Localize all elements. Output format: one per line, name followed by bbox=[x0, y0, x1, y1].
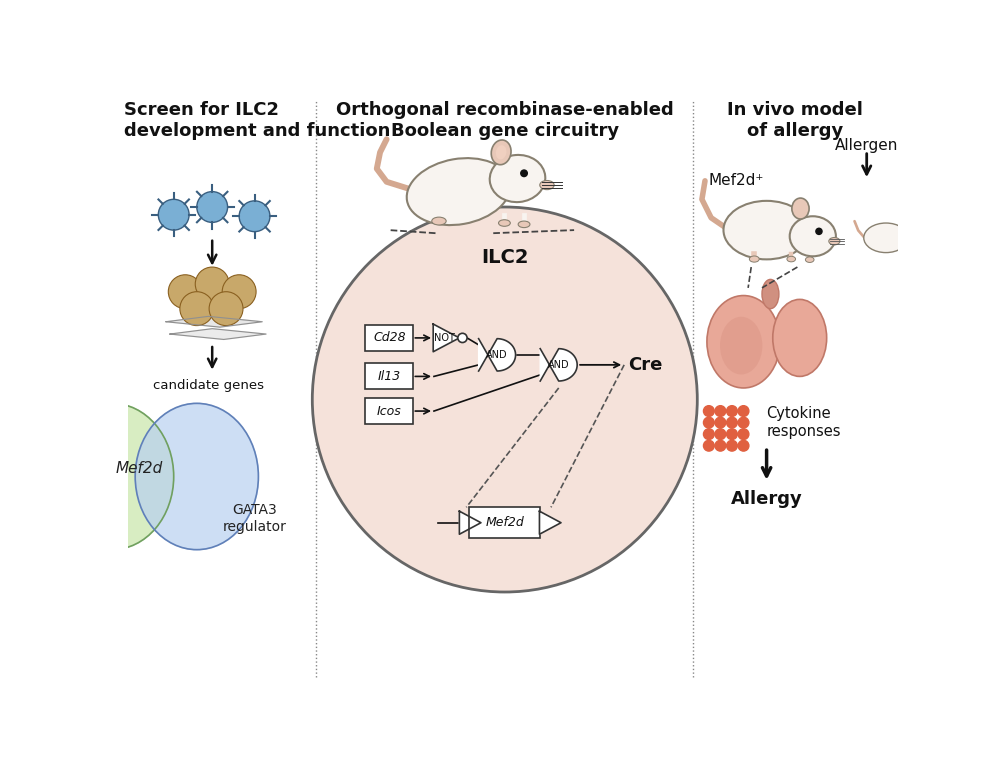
Circle shape bbox=[715, 406, 726, 417]
FancyBboxPatch shape bbox=[469, 508, 540, 538]
Text: Cd28: Cd28 bbox=[373, 331, 406, 345]
Text: candidate genes: candidate genes bbox=[153, 379, 264, 392]
Text: Allergen: Allergen bbox=[835, 138, 898, 153]
Text: NOT: NOT bbox=[434, 333, 455, 343]
Ellipse shape bbox=[792, 198, 809, 219]
Circle shape bbox=[738, 429, 749, 440]
Ellipse shape bbox=[720, 317, 762, 375]
Text: Icos: Icos bbox=[377, 404, 402, 418]
Ellipse shape bbox=[490, 155, 545, 202]
Circle shape bbox=[816, 228, 822, 235]
Ellipse shape bbox=[790, 216, 836, 256]
Circle shape bbox=[458, 333, 467, 342]
Text: Il13: Il13 bbox=[378, 370, 401, 383]
Text: Allergy: Allergy bbox=[731, 491, 802, 508]
FancyBboxPatch shape bbox=[365, 325, 413, 351]
Text: In vivo model: In vivo model bbox=[727, 101, 863, 118]
Text: Mef2d⁺: Mef2d⁺ bbox=[709, 172, 764, 188]
Ellipse shape bbox=[723, 201, 810, 259]
Circle shape bbox=[715, 418, 726, 428]
Circle shape bbox=[738, 441, 749, 451]
Ellipse shape bbox=[496, 145, 506, 159]
Circle shape bbox=[312, 207, 697, 592]
Ellipse shape bbox=[899, 228, 923, 248]
Text: Mef2d: Mef2d bbox=[485, 516, 524, 529]
Circle shape bbox=[703, 429, 714, 440]
Text: ILC2: ILC2 bbox=[481, 248, 529, 267]
Polygon shape bbox=[539, 511, 561, 534]
Circle shape bbox=[703, 418, 714, 428]
Circle shape bbox=[209, 291, 243, 325]
Ellipse shape bbox=[762, 279, 779, 308]
FancyBboxPatch shape bbox=[365, 363, 413, 390]
Ellipse shape bbox=[773, 299, 827, 376]
Ellipse shape bbox=[135, 404, 258, 550]
Polygon shape bbox=[479, 338, 516, 371]
Circle shape bbox=[738, 406, 749, 417]
Circle shape bbox=[715, 429, 726, 440]
Polygon shape bbox=[433, 324, 459, 351]
Circle shape bbox=[703, 441, 714, 451]
Circle shape bbox=[727, 441, 737, 451]
Text: Screen for ILC2: Screen for ILC2 bbox=[124, 101, 279, 118]
Ellipse shape bbox=[864, 223, 908, 252]
Circle shape bbox=[738, 418, 749, 428]
Ellipse shape bbox=[787, 256, 796, 261]
Ellipse shape bbox=[407, 158, 510, 225]
Text: development and function: development and function bbox=[124, 122, 390, 140]
Text: AND: AND bbox=[486, 350, 508, 360]
Ellipse shape bbox=[432, 217, 446, 225]
Text: Cre: Cre bbox=[628, 356, 662, 374]
Circle shape bbox=[913, 234, 916, 237]
Ellipse shape bbox=[707, 295, 780, 388]
Circle shape bbox=[239, 201, 270, 231]
Polygon shape bbox=[166, 316, 262, 327]
Text: AND: AND bbox=[548, 360, 570, 370]
Polygon shape bbox=[540, 348, 577, 381]
Ellipse shape bbox=[829, 238, 840, 245]
Circle shape bbox=[195, 267, 229, 301]
Circle shape bbox=[715, 441, 726, 451]
Ellipse shape bbox=[749, 256, 759, 262]
Text: Cytokine
responses: Cytokine responses bbox=[767, 406, 841, 439]
Text: GATA3
regulator: GATA3 regulator bbox=[223, 504, 286, 534]
Circle shape bbox=[703, 406, 714, 417]
Text: Mef2d: Mef2d bbox=[115, 461, 163, 476]
Circle shape bbox=[180, 291, 214, 325]
Circle shape bbox=[727, 418, 737, 428]
Ellipse shape bbox=[518, 221, 530, 228]
Circle shape bbox=[727, 429, 737, 440]
Ellipse shape bbox=[499, 220, 510, 226]
Circle shape bbox=[727, 406, 737, 417]
Circle shape bbox=[197, 191, 228, 222]
Ellipse shape bbox=[491, 140, 511, 165]
Text: Boolean gene circuitry: Boolean gene circuitry bbox=[391, 122, 619, 140]
Circle shape bbox=[521, 170, 527, 177]
Circle shape bbox=[168, 275, 202, 308]
Ellipse shape bbox=[540, 181, 554, 190]
Circle shape bbox=[158, 199, 189, 230]
Polygon shape bbox=[170, 328, 266, 339]
Ellipse shape bbox=[805, 257, 814, 262]
Circle shape bbox=[222, 275, 256, 308]
Ellipse shape bbox=[50, 404, 174, 550]
Text: of allergy: of allergy bbox=[747, 122, 843, 140]
Ellipse shape bbox=[900, 221, 909, 231]
Text: Orthogonal recombinase-enabled: Orthogonal recombinase-enabled bbox=[336, 101, 674, 118]
FancyBboxPatch shape bbox=[365, 398, 413, 424]
Polygon shape bbox=[459, 511, 481, 534]
